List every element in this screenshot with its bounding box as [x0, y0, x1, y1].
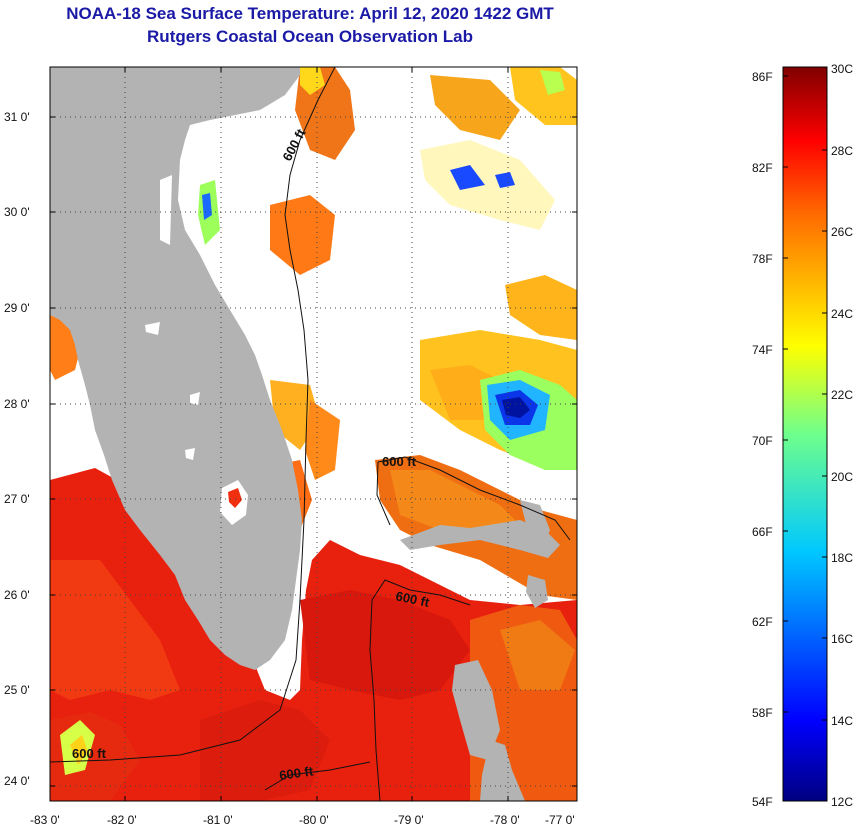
colorbar-frame	[782, 66, 828, 802]
lon-tick-label: -82 0'	[107, 813, 137, 827]
colorbar-c-label: 20C	[831, 470, 853, 484]
lon-tick-label: -78 0'	[490, 813, 520, 827]
colorbar-f-label: 54F	[752, 795, 773, 809]
lat-tick-label: 28 0'	[4, 397, 30, 411]
colorbar-c-label: 12C	[831, 795, 853, 809]
isobath-label-straits: 600 ft	[394, 588, 431, 610]
colorbar-c-label: 16C	[831, 632, 853, 646]
colorbar-c-label: 18C	[831, 551, 853, 565]
lon-tick-label: -79 0'	[394, 813, 424, 827]
lat-tick-label: 26 0'	[4, 588, 30, 602]
lon-tick-labels: -83 0' -82 0' -81 0' -80 0' -79 0' -78 0…	[30, 813, 575, 827]
colorbar-f-label: 70F	[752, 434, 773, 448]
lat-tick-label: 27 0'	[4, 492, 30, 506]
isobath-600ft	[50, 67, 571, 801]
colorbar-gradient	[783, 67, 827, 801]
lat-tick-label: 25 0'	[4, 683, 30, 697]
colorbar-c-label: 22C	[831, 388, 853, 402]
lon-tick-label: -80 0'	[299, 813, 329, 827]
colorbar-c-label: 26C	[831, 225, 853, 239]
colorbar-f-label: 62F	[752, 615, 773, 629]
colorbar-c-label: 14C	[831, 714, 853, 728]
colorbar-f-labels: 86F 82F 78F 74F 70F 66F 62F 58F 54F	[752, 70, 773, 809]
colorbar-f-label: 58F	[752, 706, 773, 720]
lat-tick-label: 24 0'	[4, 774, 30, 788]
colorbar-f-label: 66F	[752, 525, 773, 539]
map-frame	[49, 66, 578, 802]
lat-tick-label: 31 0'	[4, 110, 30, 124]
isobath-label-west: 600 ft	[72, 746, 107, 761]
colorbar-c-label: 24C	[831, 307, 853, 321]
temperature-colorbar: 86F 82F 78F 74F 70F 66F 62F 58F 54F 30C …	[752, 62, 853, 809]
colorbar-f-label: 74F	[752, 343, 773, 357]
colorbar-c-label: 28C	[831, 144, 853, 158]
land	[50, 67, 560, 801]
isobath-label-south: 600 ft	[278, 763, 314, 783]
sst-patches	[50, 67, 577, 801]
isobath-label-bahamas: 600 ft	[382, 454, 417, 469]
colorbar-c-labels: 30C 28C 26C 24C 22C 20C 18C 16C 14C 12C	[831, 62, 853, 809]
map-title: NOAA-18 Sea Surface Temperature: April 1…	[66, 4, 554, 23]
lat-tick-label: 29 0'	[4, 301, 30, 315]
map-area: 600 ft 600 ft 600 ft 600 ft 600 ft	[50, 67, 577, 801]
lat-tick-labels: 31 0' 30 0' 29 0' 28 0' 27 0' 26 0' 25 0…	[4, 110, 30, 788]
lon-tick-label: -83 0'	[30, 813, 60, 827]
lat-tick-label: 30 0'	[4, 205, 30, 219]
colorbar-f-label: 78F	[752, 252, 773, 266]
colorbar-c-label: 30C	[831, 62, 853, 76]
lon-tick-label: -77 0'	[545, 813, 575, 827]
colorbar-f-label: 82F	[752, 161, 773, 175]
tick-marks	[50, 67, 577, 801]
colorbar-f-label: 86F	[752, 70, 773, 84]
map-subtitle: Rutgers Coastal Ocean Observation Lab	[147, 27, 473, 46]
lon-tick-label: -81 0'	[203, 813, 233, 827]
